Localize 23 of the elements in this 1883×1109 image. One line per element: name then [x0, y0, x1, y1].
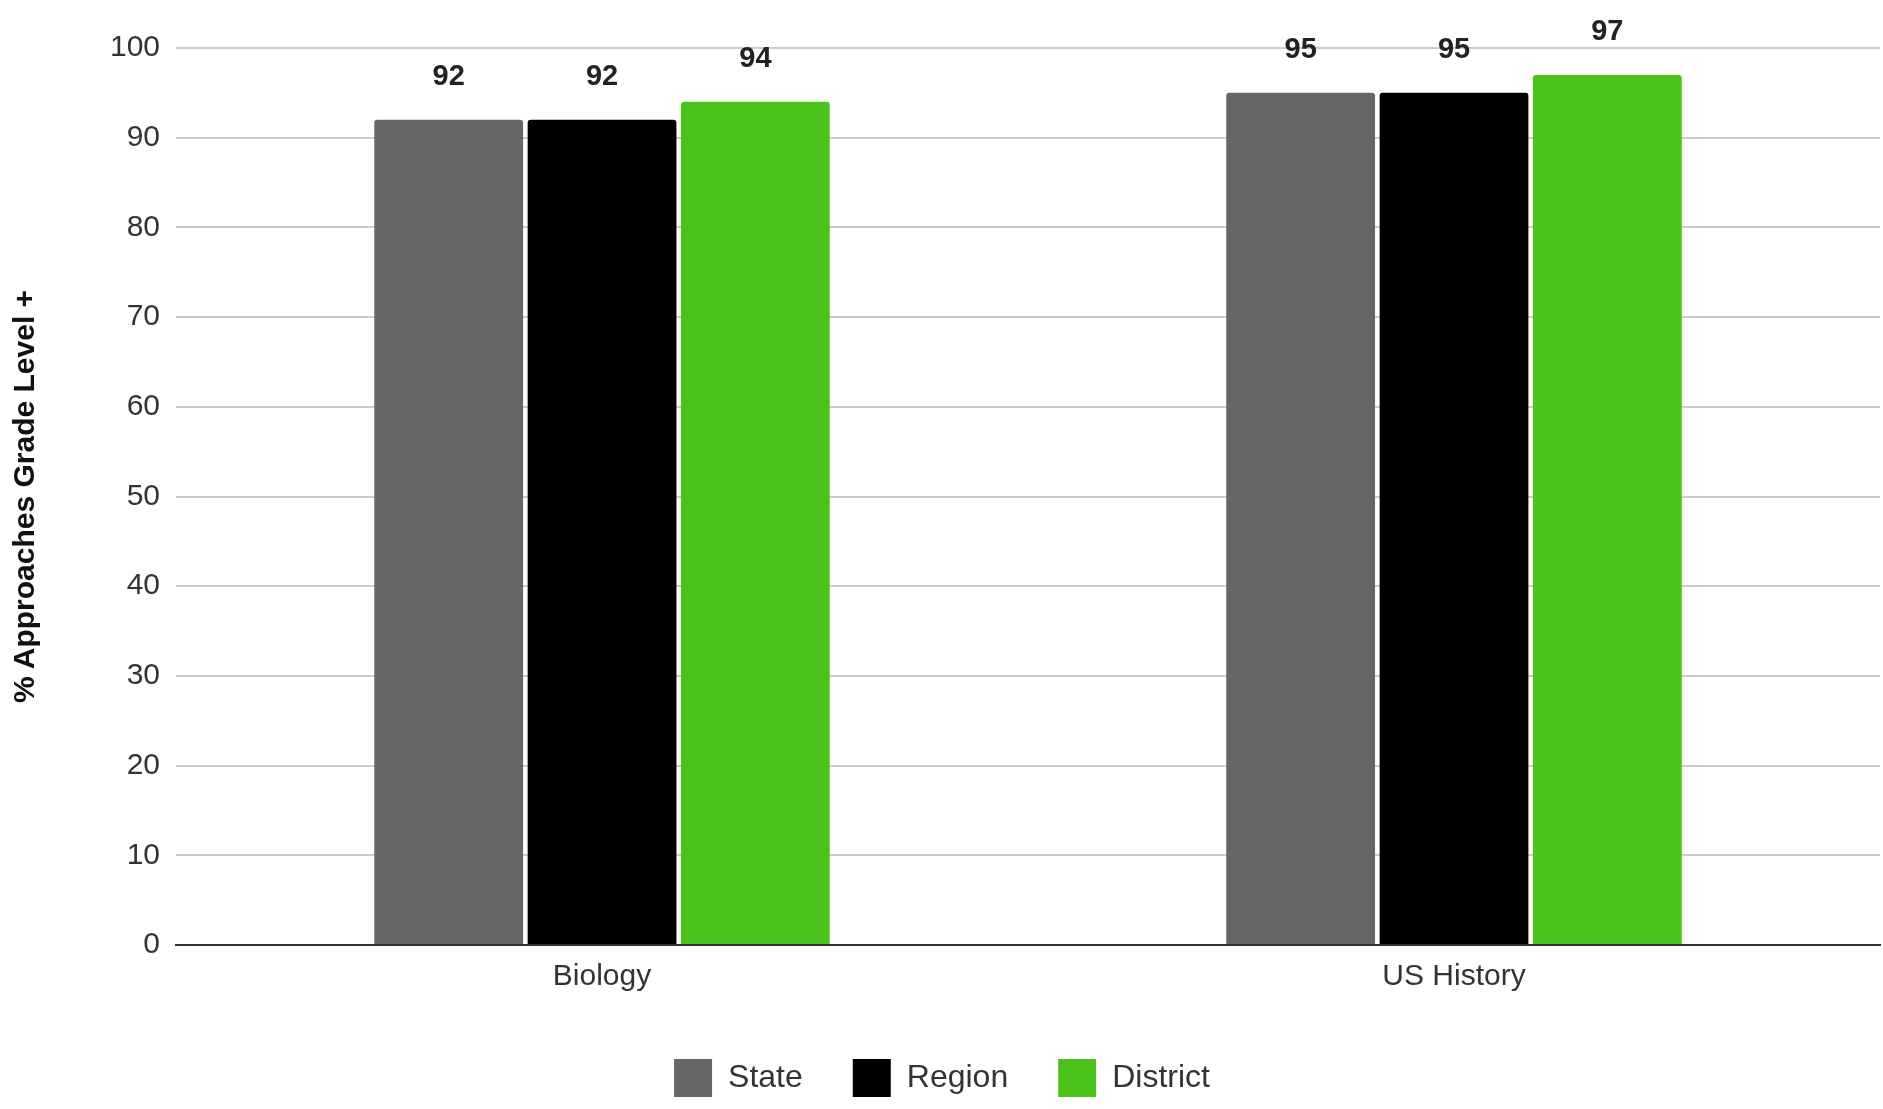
- legend-label: District: [1112, 1057, 1211, 1094]
- legend-label: State: [728, 1057, 803, 1094]
- y-tick-label: 60: [126, 388, 161, 422]
- y-tick-label: 50: [126, 477, 161, 511]
- y-tick-label: 100: [109, 29, 161, 63]
- y-tick-label: 20: [126, 746, 161, 780]
- y-tick-label: 80: [126, 208, 161, 242]
- x-tick-label: US History: [1382, 958, 1526, 992]
- data-label: 97: [1591, 14, 1624, 47]
- data-label: 92: [585, 59, 619, 92]
- x-tick-label: Biology: [552, 958, 652, 992]
- data-label: 92: [432, 59, 465, 92]
- data-label: 95: [1284, 32, 1317, 65]
- data-label: 95: [1437, 32, 1471, 65]
- y-axis-title: % Approaches Grade Level +: [7, 289, 41, 704]
- y-tick-label: 30: [126, 657, 161, 691]
- legend-label: Region: [906, 1057, 1009, 1094]
- y-tick-label: 0: [143, 926, 161, 960]
- y-tick-label: 70: [126, 298, 161, 332]
- data-label: 94: [739, 41, 772, 74]
- y-tick-label: 10: [126, 836, 161, 870]
- y-tick-label: 90: [126, 118, 161, 152]
- y-tick-label: 40: [126, 567, 161, 601]
